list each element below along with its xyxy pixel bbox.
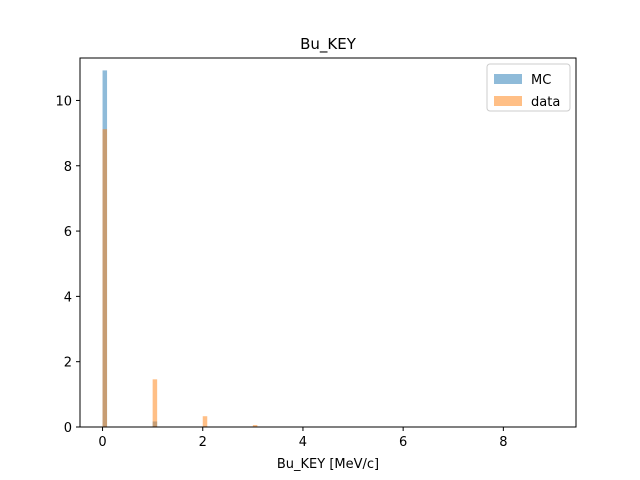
x-tick-label: 6 (399, 435, 407, 450)
legend-swatch-mc (494, 74, 522, 84)
y-tick-label: 4 (64, 290, 72, 305)
legend-label-data: data (531, 95, 560, 110)
legend: MC data (486, 63, 571, 112)
x-tick-label: 8 (499, 435, 507, 450)
plot-frame (79, 57, 577, 428)
bar-data-3 (252, 425, 258, 427)
bar-data-0 (102, 129, 108, 427)
chart-title: Bu_KEY (300, 35, 357, 54)
x-tick-label: 0 (98, 435, 106, 450)
x-axis-label: Bu_KEY [MeV/c] (277, 457, 379, 472)
legend-swatch-data (494, 96, 522, 106)
x-tick-label: 4 (299, 435, 307, 450)
legend-label-mc: MC (531, 73, 551, 88)
y-tick-label: 6 (64, 225, 72, 240)
y-tick-label: 0 (64, 421, 72, 436)
bar-data-1 (152, 379, 158, 427)
bar-data-2 (202, 416, 208, 427)
y-axis-ticks: 0 2 4 6 8 10 (55, 94, 80, 436)
y-tick-label: 10 (55, 94, 72, 109)
y-tick-label: 8 (64, 160, 72, 175)
x-tick-label: 2 (199, 435, 207, 450)
y-tick-label: 2 (64, 356, 72, 371)
bars-group (102, 70, 258, 428)
x-axis-ticks: 0 2 4 6 8 (98, 427, 507, 450)
